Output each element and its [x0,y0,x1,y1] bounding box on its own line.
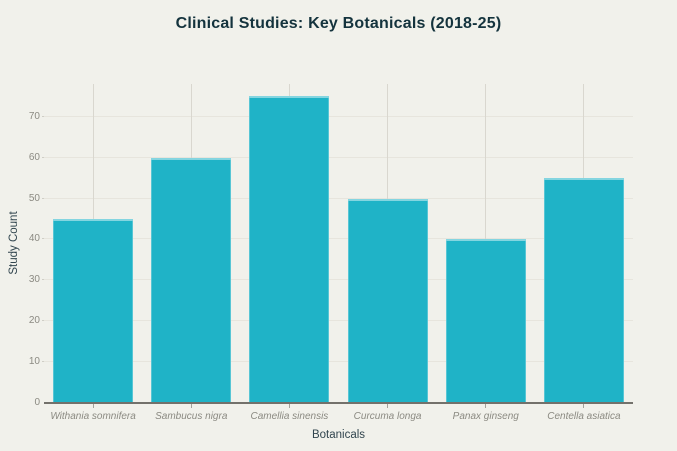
y-gridline [44,320,633,322]
x-tick-mark [288,404,290,408]
x-tick-mark [485,404,487,408]
bar [249,96,330,403]
chart-title: Clinical Studies: Key Botanicals (2018-2… [175,15,502,32]
y-tick-label: 0 [34,397,40,408]
x-axis-title: Botanicals [311,429,366,441]
y-tick-label: 20 [28,315,40,327]
y-tick-label: 60 [28,151,40,163]
y-gridline [44,279,633,281]
bar [543,178,624,403]
x-axis-line [44,402,633,404]
x-category-label: Centella asiatica [547,411,621,422]
x-tick-mark [387,404,389,408]
y-tick-label: 10 [28,356,40,368]
x-tick-mark [583,404,585,408]
plot-area: Botanicals Withania somnifera Sambucus ni… [42,84,633,441]
y-gridline [44,361,633,363]
y-gridline [44,197,633,199]
bar [151,157,232,403]
bar [53,218,134,403]
x-category-label: Withania somnifera [50,411,136,422]
y-tick-label: 50 [28,192,40,204]
y-tick-label: 40 [28,233,40,245]
y-gridline [44,156,633,158]
bar [445,239,526,403]
x-tick-mark [190,404,192,408]
bar [347,198,428,403]
y-gridline [44,115,633,117]
y-tick-label: 70 [28,110,40,122]
y-tick-label: 30 [28,274,40,286]
y-axis: 0 10 20 30 40 50 60 70 [0,84,40,407]
y-gridline [44,238,633,240]
x-category-label: Panax ginseng [452,411,519,422]
x-category-label: Camellia sinensis [250,411,329,422]
x-category-label: Sambucus nigra [155,411,228,422]
x-category-label: Curcuma longa [353,411,422,422]
x-tick-mark [92,404,94,408]
